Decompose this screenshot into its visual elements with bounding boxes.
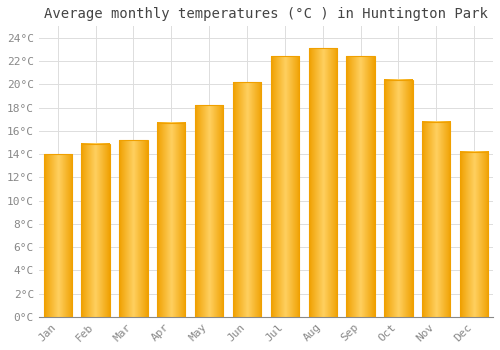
Bar xyxy=(384,80,412,317)
Bar xyxy=(157,123,186,317)
Title: Average monthly temperatures (°C ) in Huntington Park: Average monthly temperatures (°C ) in Hu… xyxy=(44,7,488,21)
Bar xyxy=(460,152,488,317)
Bar xyxy=(346,56,375,317)
Bar xyxy=(82,144,110,317)
Bar xyxy=(195,105,224,317)
Bar xyxy=(119,140,148,317)
Bar xyxy=(233,82,261,317)
Bar xyxy=(422,121,450,317)
Bar xyxy=(270,56,299,317)
Bar xyxy=(44,154,72,317)
Bar xyxy=(308,48,337,317)
